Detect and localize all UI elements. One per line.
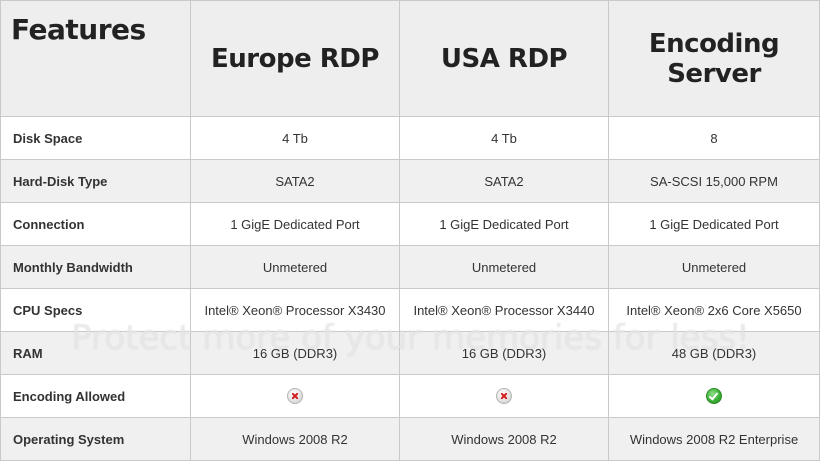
header-row: Features Europe RDP USA RDP Encoding Ser… (0, 0, 820, 117)
row-label: Connection (0, 202, 191, 246)
check-icon (706, 388, 722, 405)
table-row-monthly-bandwidth: Monthly Bandwidth Unmetered Unmetered Un… (0, 245, 820, 289)
row-label: Hard-Disk Type (0, 159, 191, 203)
europe-rdp-heading: Europe RDP (190, 0, 400, 117)
row-label: Disk Space (0, 116, 191, 160)
encoding-server-heading-line2: Server (667, 58, 761, 89)
encoding-server-heading-line1: Encoding (648, 28, 780, 59)
cell-encoding-server: 8 (608, 116, 820, 160)
cell-encoding-server: Unmetered (608, 245, 820, 289)
table-row-cpu-specs: CPU Specs Intel® Xeon® Processor X3430 I… (0, 288, 820, 332)
row-label: Encoding Allowed (0, 374, 191, 418)
cell-encoding-server (608, 374, 820, 418)
encoding-server-heading: Encoding Server (608, 0, 820, 117)
row-label: CPU Specs (0, 288, 191, 332)
cell-encoding-server: Windows 2008 R2 Enterprise (608, 417, 820, 461)
cell-usa-rdp: Unmetered (399, 245, 609, 289)
cell-usa-rdp: SATA2 (399, 159, 609, 203)
cell-encoding-server: 48 GB (DDR3) (608, 331, 820, 375)
table-row-operating-system: Operating System Windows 2008 R2 Windows… (0, 417, 820, 461)
cell-europe-rdp: SATA2 (190, 159, 400, 203)
table-row-connection: Connection 1 GigE Dedicated Port 1 GigE … (0, 202, 820, 246)
cell-europe-rdp (190, 374, 400, 418)
usa-rdp-heading: USA RDP (399, 0, 609, 117)
cell-europe-rdp: Unmetered (190, 245, 400, 289)
row-label: Monthly Bandwidth (0, 245, 191, 289)
table-row-encoding-allowed: Encoding Allowed (0, 374, 820, 418)
row-label: Operating System (0, 417, 191, 461)
cell-europe-rdp: 16 GB (DDR3) (190, 331, 400, 375)
table-row-hard-disk-type: Hard-Disk Type SATA2 SATA2 SA-SCSI 15,00… (0, 159, 820, 203)
cell-usa-rdp: 4 Tb (399, 116, 609, 160)
features-heading: Features (0, 0, 191, 117)
cell-usa-rdp (399, 374, 609, 418)
table-row-disk-space: Disk Space 4 Tb 4 Tb 8 (0, 116, 820, 160)
cell-europe-rdp: 1 GigE Dedicated Port (190, 202, 400, 246)
cross-icon (496, 388, 512, 405)
cell-europe-rdp: Windows 2008 R2 (190, 417, 400, 461)
cell-encoding-server: Intel® Xeon® 2x6 Core X5650 (608, 288, 820, 332)
cell-encoding-server: SA-SCSI 15,000 RPM (608, 159, 820, 203)
cell-usa-rdp: 16 GB (DDR3) (399, 331, 609, 375)
cell-usa-rdp: Windows 2008 R2 (399, 417, 609, 461)
cross-icon (287, 388, 303, 405)
cell-europe-rdp: 4 Tb (190, 116, 400, 160)
cell-usa-rdp: 1 GigE Dedicated Port (399, 202, 609, 246)
row-label: RAM (0, 331, 191, 375)
cell-usa-rdp: Intel® Xeon® Processor X3440 (399, 288, 609, 332)
cell-encoding-server: 1 GigE Dedicated Port (608, 202, 820, 246)
table-row-ram: RAM 16 GB (DDR3) 16 GB (DDR3) 48 GB (DDR… (0, 331, 820, 375)
cell-europe-rdp: Intel® Xeon® Processor X3430 (190, 288, 400, 332)
